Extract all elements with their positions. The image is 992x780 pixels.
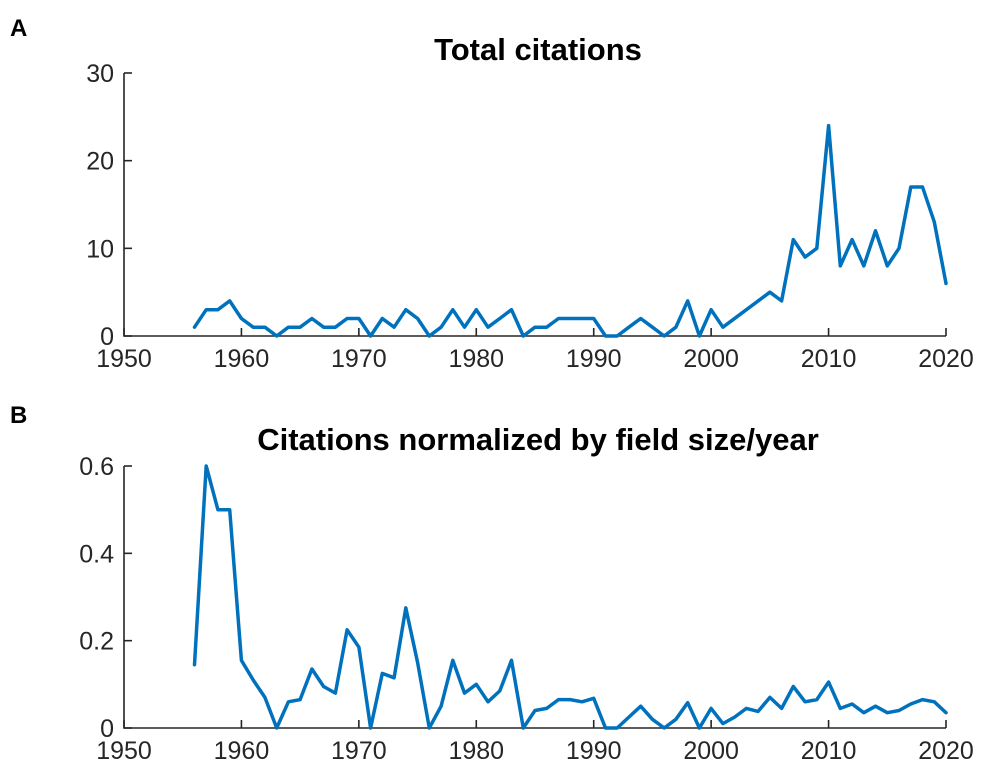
panel-label-b: B <box>10 402 27 429</box>
panel-a-total-citations-line <box>192 123 948 338</box>
panel-b-normalized-citations-line <box>192 464 948 730</box>
panel-b: B Citations normalized by field size/yea… <box>10 402 974 765</box>
y-tick-label: 30 <box>86 60 114 88</box>
y-tick-label: 0.2 <box>79 628 114 656</box>
panel-b-axes <box>123 466 946 729</box>
x-tick-label: 2000 <box>683 737 739 765</box>
x-tick-label: 1960 <box>214 345 270 373</box>
y-tick-label: 20 <box>86 148 114 176</box>
x-tick-label: 2010 <box>801 737 857 765</box>
panel-a-tick-labels: 1950 1960 1970 1980 1990 2000 2010 2020 0 10 20 30 <box>86 60 974 373</box>
panel-b-tick-labels: 1950 1960 1970 1980 1990 2000 2010 2020 0 0.2 0.4 0… <box>79 453 974 765</box>
x-tick-label: 2020 <box>918 737 974 765</box>
x-tick-label: 1950 <box>96 737 152 765</box>
panel-b-title: Citations normalized by field size/year <box>257 422 819 457</box>
x-tick-label: 1990 <box>566 737 622 765</box>
x-tick-label: 1970 <box>331 345 387 373</box>
y-tick-label: 10 <box>86 235 114 263</box>
x-tick-label: 1980 <box>448 737 504 765</box>
x-tick-label: 1990 <box>566 345 622 373</box>
y-tick-label: 0 <box>100 715 114 743</box>
x-tick-label: 2020 <box>918 345 974 373</box>
panel-a-axes <box>123 73 946 337</box>
x-tick-label: 1980 <box>448 345 504 373</box>
panel-a-title: Total citations <box>434 32 642 67</box>
x-tick-label: 2010 <box>801 345 857 373</box>
x-tick-label: 1960 <box>214 737 270 765</box>
x-tick-label: 2000 <box>683 345 739 373</box>
x-tick-label: 1970 <box>331 737 387 765</box>
y-tick-label: 0 <box>100 323 114 351</box>
y-tick-label: 0.4 <box>79 540 114 568</box>
panel-a: A Total citations 1950 1960 1970 1980 1990 20… <box>10 15 974 373</box>
y-tick-label: 0.6 <box>79 453 114 481</box>
x-tick-label: 1950 <box>96 345 152 373</box>
panel-label-a: A <box>10 15 27 42</box>
